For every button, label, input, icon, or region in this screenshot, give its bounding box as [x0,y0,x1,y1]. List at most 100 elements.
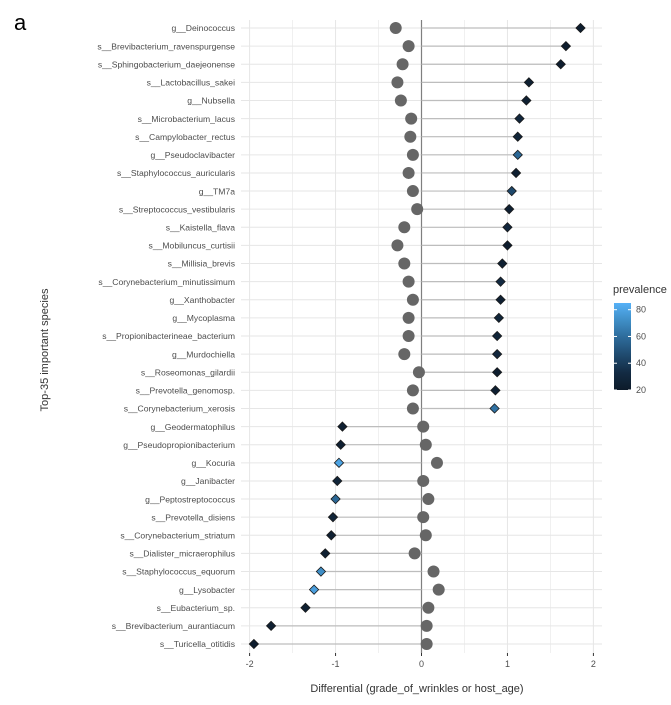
background-point [406,402,419,415]
background-point [420,619,433,632]
diamond-point [330,493,341,505]
species-label: s__Dialister_micraerophilus [129,549,235,559]
diamond-point [300,602,311,613]
legend-ticks: 20 40 60 80 [614,305,646,395]
background-point [406,185,419,198]
diamond-point [320,548,331,559]
background-point [406,293,419,306]
background-point [420,638,433,650]
species-label: s__Propionibacterineae_bacterium [102,331,235,341]
species-label: g__Lysobacter [179,585,235,595]
diamond-point [510,167,522,179]
species-label: s__Eubacterium_sp. [157,603,235,613]
legend-colorbar [614,303,631,390]
species-label: s__Lactobacillus_sakei [147,78,235,88]
diamond-point [495,276,506,287]
legend: prevalence 20 40 60 80 [613,284,667,395]
segments [253,27,581,645]
background-point [427,565,440,578]
species-label: g__Nubsella [187,96,235,106]
diamond-point [491,330,503,342]
background-point [432,583,445,596]
species-label: s__Campylobacter_rectus [135,132,235,142]
species-label: g__Kocuria [192,458,236,468]
x-tick-label: 2 [591,659,596,669]
species-label: g__Xanthobacter [170,295,236,305]
species-label: s__Brevibacterium_ravenspurgense [97,41,235,51]
diamond-point [521,95,532,106]
diamond-point [575,22,586,34]
background-point [406,384,419,397]
diamond-point [506,185,517,197]
species-label: g__Geodermatophilus [150,422,235,432]
diamond-point [560,40,572,52]
x-tick-labels: -2 -1 0 1 2 [246,653,596,669]
background-point [412,366,425,379]
species-label: s__Roseomonas_gilardii [141,367,235,377]
species-label: g__Pseudopropionibacterium [123,440,235,450]
diamond-point [491,367,503,378]
species-label: s__Kaistella_flava [166,222,235,232]
diamond-point [491,348,503,360]
diamond-points [248,22,586,650]
background-point [422,493,435,506]
x-tick-label: 0 [419,659,424,669]
diamond-point [337,421,348,432]
diamond-point [489,403,500,414]
x-tick-label: -2 [246,659,254,669]
diamond-point [493,312,505,324]
species-label: s__Millisia_brevis [168,259,235,269]
species-label: s__Turicella_otitidis [160,639,235,649]
background-point [402,40,415,53]
diamond-point [555,59,566,70]
background-point [417,420,430,433]
background-point [389,22,402,34]
background-point [394,94,407,107]
diamond-point [308,584,320,595]
x-tick-label: 1 [505,659,510,669]
legend-tick-label: 20 [636,385,646,395]
background-point [402,311,415,324]
diamond-point [504,204,515,215]
species-label: s__Mobiluncus_curtisii [149,241,236,251]
diamond-point [495,294,506,305]
species-label: s__Corynebacterium_minutissimum [98,277,235,287]
diamond-point [315,566,327,577]
background-point [419,438,432,451]
diamond-point [523,77,535,88]
background-point [402,166,415,179]
species-label: s__Staphylococcus_auricularis [117,168,235,178]
background-point [417,474,430,487]
species-label: g__TM7a [199,186,236,196]
diamond-point [332,475,343,487]
diamond-point [327,512,339,523]
x-axis-title: Differential (grade_of_wrinkles or host_… [310,683,523,695]
background-point [398,221,411,234]
species-label: g__Deinococcus [171,23,235,33]
diamond-point [514,113,525,124]
species-label: s__Sphingobacterium_daejeonense [98,59,235,69]
diamond-point [265,620,277,632]
diamond-point [248,638,260,650]
species-label: g__Pseudoclavibacter [150,150,235,160]
background-point [419,529,432,542]
background-point [430,456,443,469]
species-label: s__Microbacterium_lacus [138,114,235,124]
background-point [396,58,409,71]
species-labels: g__Deinococcus s__Brevibacterium_ravenspu… [97,23,235,649]
species-label: s__Prevotella_genomosp. [136,386,235,396]
species-label: s__Brevibacterium_aurantiacum [112,621,235,631]
legend-tick-label: 80 [636,305,646,315]
panel-label: a [14,10,27,35]
diamond-point [333,457,345,468]
y-axis-title: Top-35 important species [39,288,51,411]
species-label: g__Peptostreptococcus [145,494,235,504]
species-label: g__Murdochiella [172,349,235,359]
background-point [402,330,415,342]
diamond-point [512,131,523,142]
background-point [422,601,435,614]
background-point [404,130,417,143]
background-point [402,275,415,288]
species-label: s__Prevotella_disiens [151,512,235,522]
